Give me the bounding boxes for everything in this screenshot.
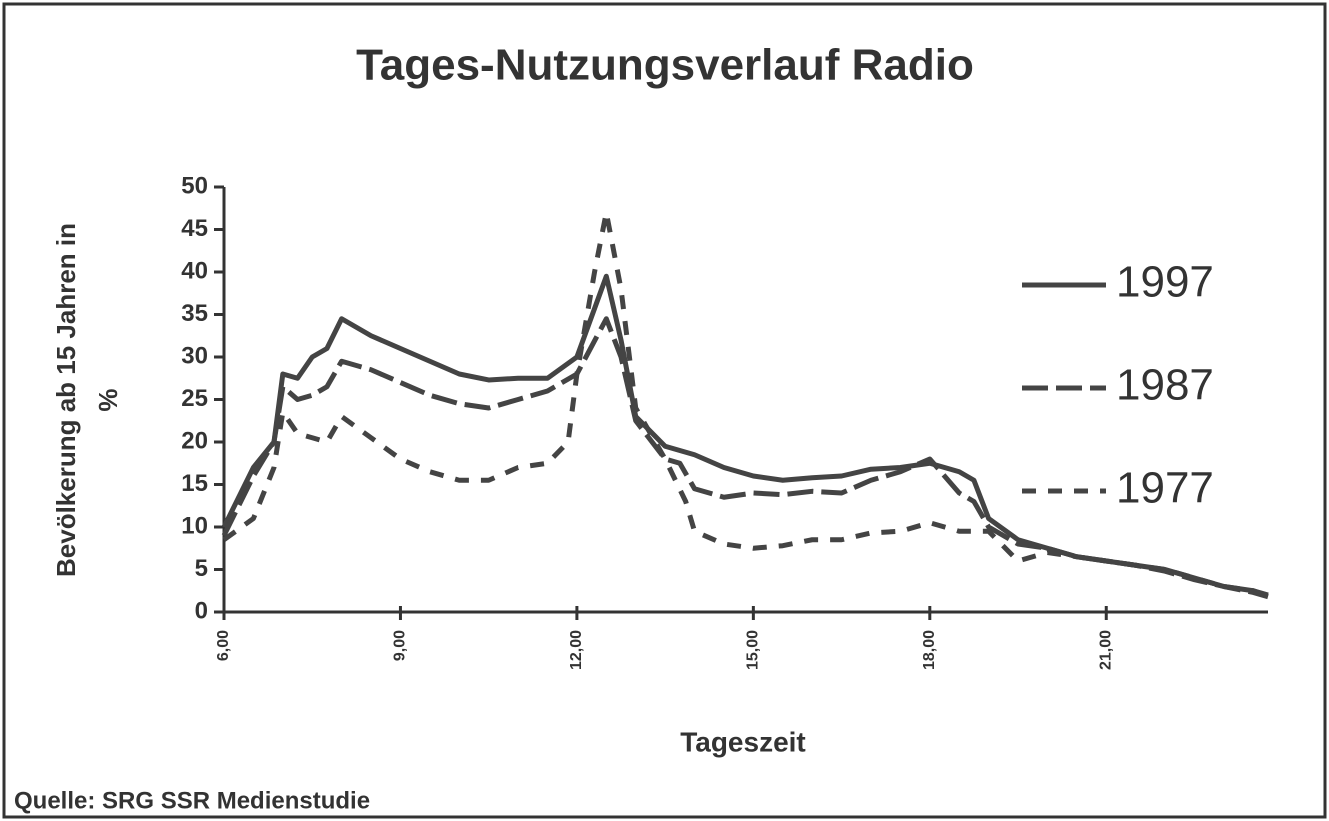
x-tick-label: 21,00 xyxy=(1097,630,1114,670)
y-tick-label: 35 xyxy=(181,300,208,327)
x-tick-label: 15,00 xyxy=(745,630,762,670)
y-axis-label: Bevölkerung ab 15 Jahren in xyxy=(51,223,81,577)
legend-label: 1977 xyxy=(1116,464,1214,513)
y-tick-label: 45 xyxy=(181,215,208,242)
x-tick-label: 6,00 xyxy=(215,630,232,661)
series-line xyxy=(221,316,1269,600)
legend-label: 1997 xyxy=(1116,258,1214,307)
x-tick-label: 9,00 xyxy=(392,630,409,661)
y-tick-label: 40 xyxy=(181,257,208,284)
y-tick-label: 50 xyxy=(181,172,208,199)
legend-label: 1987 xyxy=(1116,361,1214,410)
x-tick-label: 18,00 xyxy=(921,630,938,670)
y-tick-label: 25 xyxy=(181,385,208,412)
x-tick-label: 12,00 xyxy=(568,630,585,670)
y-tick-label: 10 xyxy=(181,512,208,539)
y-tick-label: 20 xyxy=(181,427,208,454)
y-axis-label: % xyxy=(93,388,123,411)
y-tick-label: 15 xyxy=(181,470,208,497)
y-tick-label: 5 xyxy=(195,555,208,582)
y-tick-label: 0 xyxy=(195,597,208,624)
source: Quelle: SRG SSR Medienstudie xyxy=(14,787,370,814)
y-tick-label: 30 xyxy=(181,342,208,369)
series-line xyxy=(222,210,1269,600)
x-axis-label: Tageszeit xyxy=(680,726,806,757)
chart-title: Tages-Nutzungsverlauf Radio xyxy=(356,41,974,90)
series-line xyxy=(221,273,1269,598)
